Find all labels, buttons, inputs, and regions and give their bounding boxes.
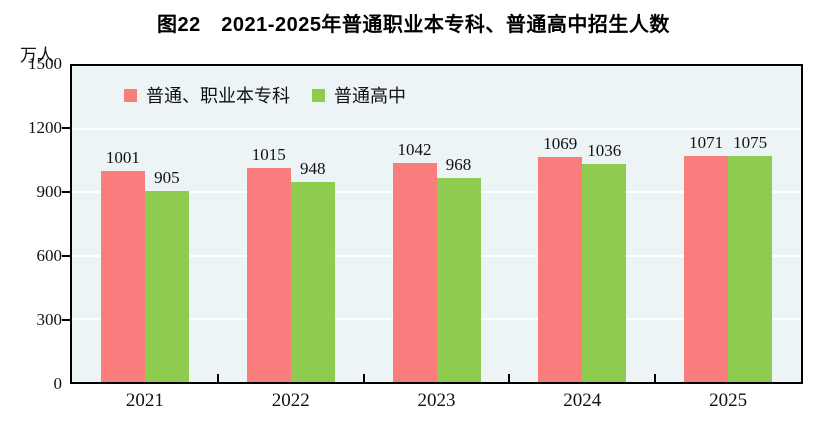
bar-2021-series-2 xyxy=(144,191,189,382)
value-label-2024-series-1: 1069 xyxy=(543,133,578,153)
bar-2023-series-2 xyxy=(436,178,481,382)
value-label-2021-series-2: 905 xyxy=(154,168,180,188)
value-label-2022-series-2: 948 xyxy=(299,159,326,179)
legend-label-series-2: 普通高中 xyxy=(334,86,406,106)
chart-title: 图22 2021-2025年普通职业本专科、普通高中招生人数 xyxy=(157,14,670,36)
legend: 普通、职业本专科 普通高中 xyxy=(124,82,406,108)
y-tick-label-300: 300 xyxy=(36,310,63,329)
bar-2021-series-1 xyxy=(100,171,145,382)
bar-2022-series-2 xyxy=(290,182,335,382)
x-tick-label-2021: 2021 xyxy=(125,390,164,411)
value-label-2022-series-1: 1015 xyxy=(251,145,286,165)
x-tick-label-2023: 2023 xyxy=(417,390,456,411)
value-label-2025-series-2: 1075 xyxy=(733,132,768,152)
x-tick-mark-1 xyxy=(216,374,219,382)
legend-label-series-1: 普通、职业本专科 xyxy=(146,86,290,106)
legend-item-series-2: 普通高中 xyxy=(312,82,406,108)
bar-2025-series-2 xyxy=(728,155,773,382)
y-tick-label-1500: 1500 xyxy=(28,54,62,73)
x-tick-label-2022: 2022 xyxy=(271,390,310,411)
y-tick-mark-1200 xyxy=(62,127,70,129)
bar-2023-series-1 xyxy=(392,162,437,382)
y-tick-label-1200: 1200 xyxy=(28,118,62,137)
bar-2025-series-1 xyxy=(684,156,729,382)
value-label-2023-series-2: 968 xyxy=(445,155,472,175)
value-label-2021-series-1: 1001 xyxy=(105,148,140,168)
y-tick-label-0: 0 xyxy=(53,374,63,393)
legend-item-series-1: 普通、职业本专科 xyxy=(124,82,290,108)
legend-swatch-pink xyxy=(124,88,137,102)
x-tick-label-2024: 2024 xyxy=(563,390,602,411)
x-tick-mark-4 xyxy=(654,374,657,382)
plot-area: 普通、职业本专科 普通高中 1001 905 1015 948 1042 968 1069 1… xyxy=(70,64,803,384)
y-tick-label-900: 900 xyxy=(36,182,63,201)
gridline-1200 xyxy=(72,128,801,131)
bar-2024-series-2 xyxy=(582,163,627,382)
value-label-2025-series-1: 1071 xyxy=(689,133,724,153)
y-axis-unit-label: 万人 xyxy=(20,46,54,65)
y-tick-label-600: 600 xyxy=(36,246,63,265)
y-tick-mark-900 xyxy=(62,191,70,193)
value-label-2023-series-1: 1042 xyxy=(397,139,432,159)
x-tick-label-2025: 2025 xyxy=(709,390,748,411)
x-tick-mark-3 xyxy=(508,374,511,382)
value-label-2024-series-2: 1036 xyxy=(587,140,622,160)
bar-2022-series-1 xyxy=(246,168,291,382)
y-tick-mark-300 xyxy=(62,319,70,321)
y-tick-mark-600 xyxy=(62,255,70,257)
legend-swatch-green xyxy=(312,88,325,102)
bar-2024-series-1 xyxy=(538,156,583,382)
x-tick-mark-2 xyxy=(362,374,365,382)
